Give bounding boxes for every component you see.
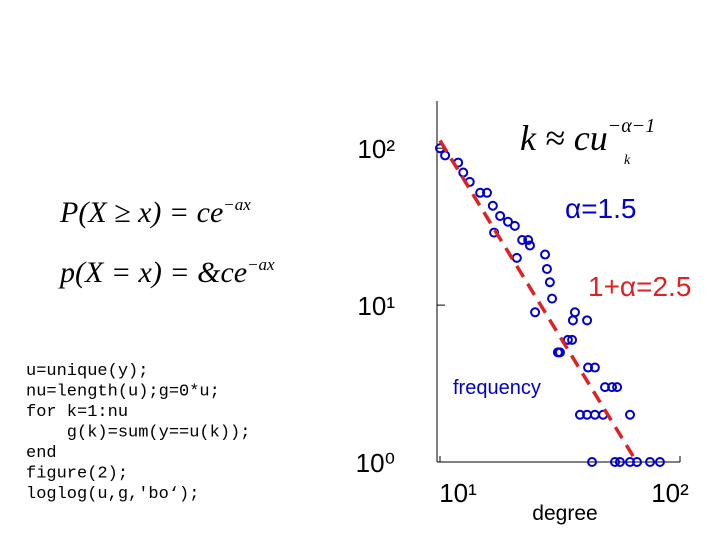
data-point	[587, 457, 598, 467]
data-point	[625, 409, 636, 420]
data-point	[530, 307, 541, 318]
x-tick-label: 10¹	[439, 478, 477, 508]
formula-base: k ≈ cu	[520, 118, 608, 158]
code-line: figure(2);	[26, 465, 128, 484]
data-point	[582, 315, 593, 326]
annotation: frequency	[453, 377, 541, 399]
data-point	[495, 210, 506, 221]
data-point	[458, 167, 469, 178]
data-point	[567, 334, 578, 345]
data-point	[632, 457, 643, 467]
data-point	[502, 216, 513, 227]
data-point	[541, 263, 552, 274]
data-point	[475, 187, 486, 198]
data-point	[609, 457, 620, 467]
code-line: u=unique(y);	[26, 362, 148, 381]
chart-formula: k ≈ cu−α−1 k	[520, 115, 655, 168]
formula-sup: −ax	[247, 255, 275, 274]
code-line: for k=1:nu	[26, 403, 128, 422]
annotation: α=1.5	[565, 193, 636, 224]
code-line: loglog(u,g,'bo‘);	[26, 485, 199, 504]
y-tick-label: 10¹	[357, 291, 395, 321]
data-point	[589, 362, 600, 373]
annotation: 1+α=2.5	[588, 271, 691, 302]
data-point	[511, 252, 522, 263]
y-tick-label: 10⁰	[356, 448, 395, 478]
data-point	[524, 240, 535, 251]
data-point	[523, 235, 534, 246]
data-point	[482, 187, 493, 198]
formula-2: p(X = x) = &ce−ax	[58, 255, 275, 289]
code-line: g(k)=sum(y==u(k));	[26, 424, 250, 443]
code-line: nu=length(u);g=0*u;	[26, 383, 220, 402]
data-point	[589, 409, 600, 420]
formula-sup: −α−1	[608, 115, 656, 137]
data-point	[544, 277, 555, 288]
data-point	[645, 457, 656, 467]
data-point	[487, 200, 498, 211]
x-tick-label: 10²	[651, 478, 689, 508]
data-point	[607, 382, 618, 393]
data-point	[517, 235, 528, 246]
data-point	[567, 315, 578, 326]
formula-text: p(X = x) = &ce	[58, 256, 247, 289]
code-block: u=unique(y); nu=length(u);g=0*u;for k=1:n…	[26, 362, 250, 504]
data-point	[614, 457, 625, 467]
formula-sup: −ax	[223, 195, 251, 214]
chart: 10⁰ 10¹ 10² 10¹ 10² degree α=1.5 1+α=2.5 frequen…	[356, 101, 691, 525]
data-point	[509, 220, 520, 231]
formula-text: P(X ≥ x) = ce	[59, 196, 223, 229]
data-point	[583, 362, 594, 373]
data-point	[612, 382, 623, 393]
data-point	[440, 150, 451, 161]
data-point	[654, 457, 665, 467]
formula-1: P(X ≥ x) = ce−ax	[59, 195, 251, 229]
x-axis-label: degree	[532, 502, 597, 525]
data-point	[540, 249, 551, 260]
data-point	[554, 347, 565, 358]
code-line: end	[26, 444, 57, 463]
y-tick-label: 10²	[357, 134, 395, 164]
data-point	[547, 293, 558, 304]
formula-sub: k	[624, 153, 631, 168]
data-point	[569, 307, 580, 318]
